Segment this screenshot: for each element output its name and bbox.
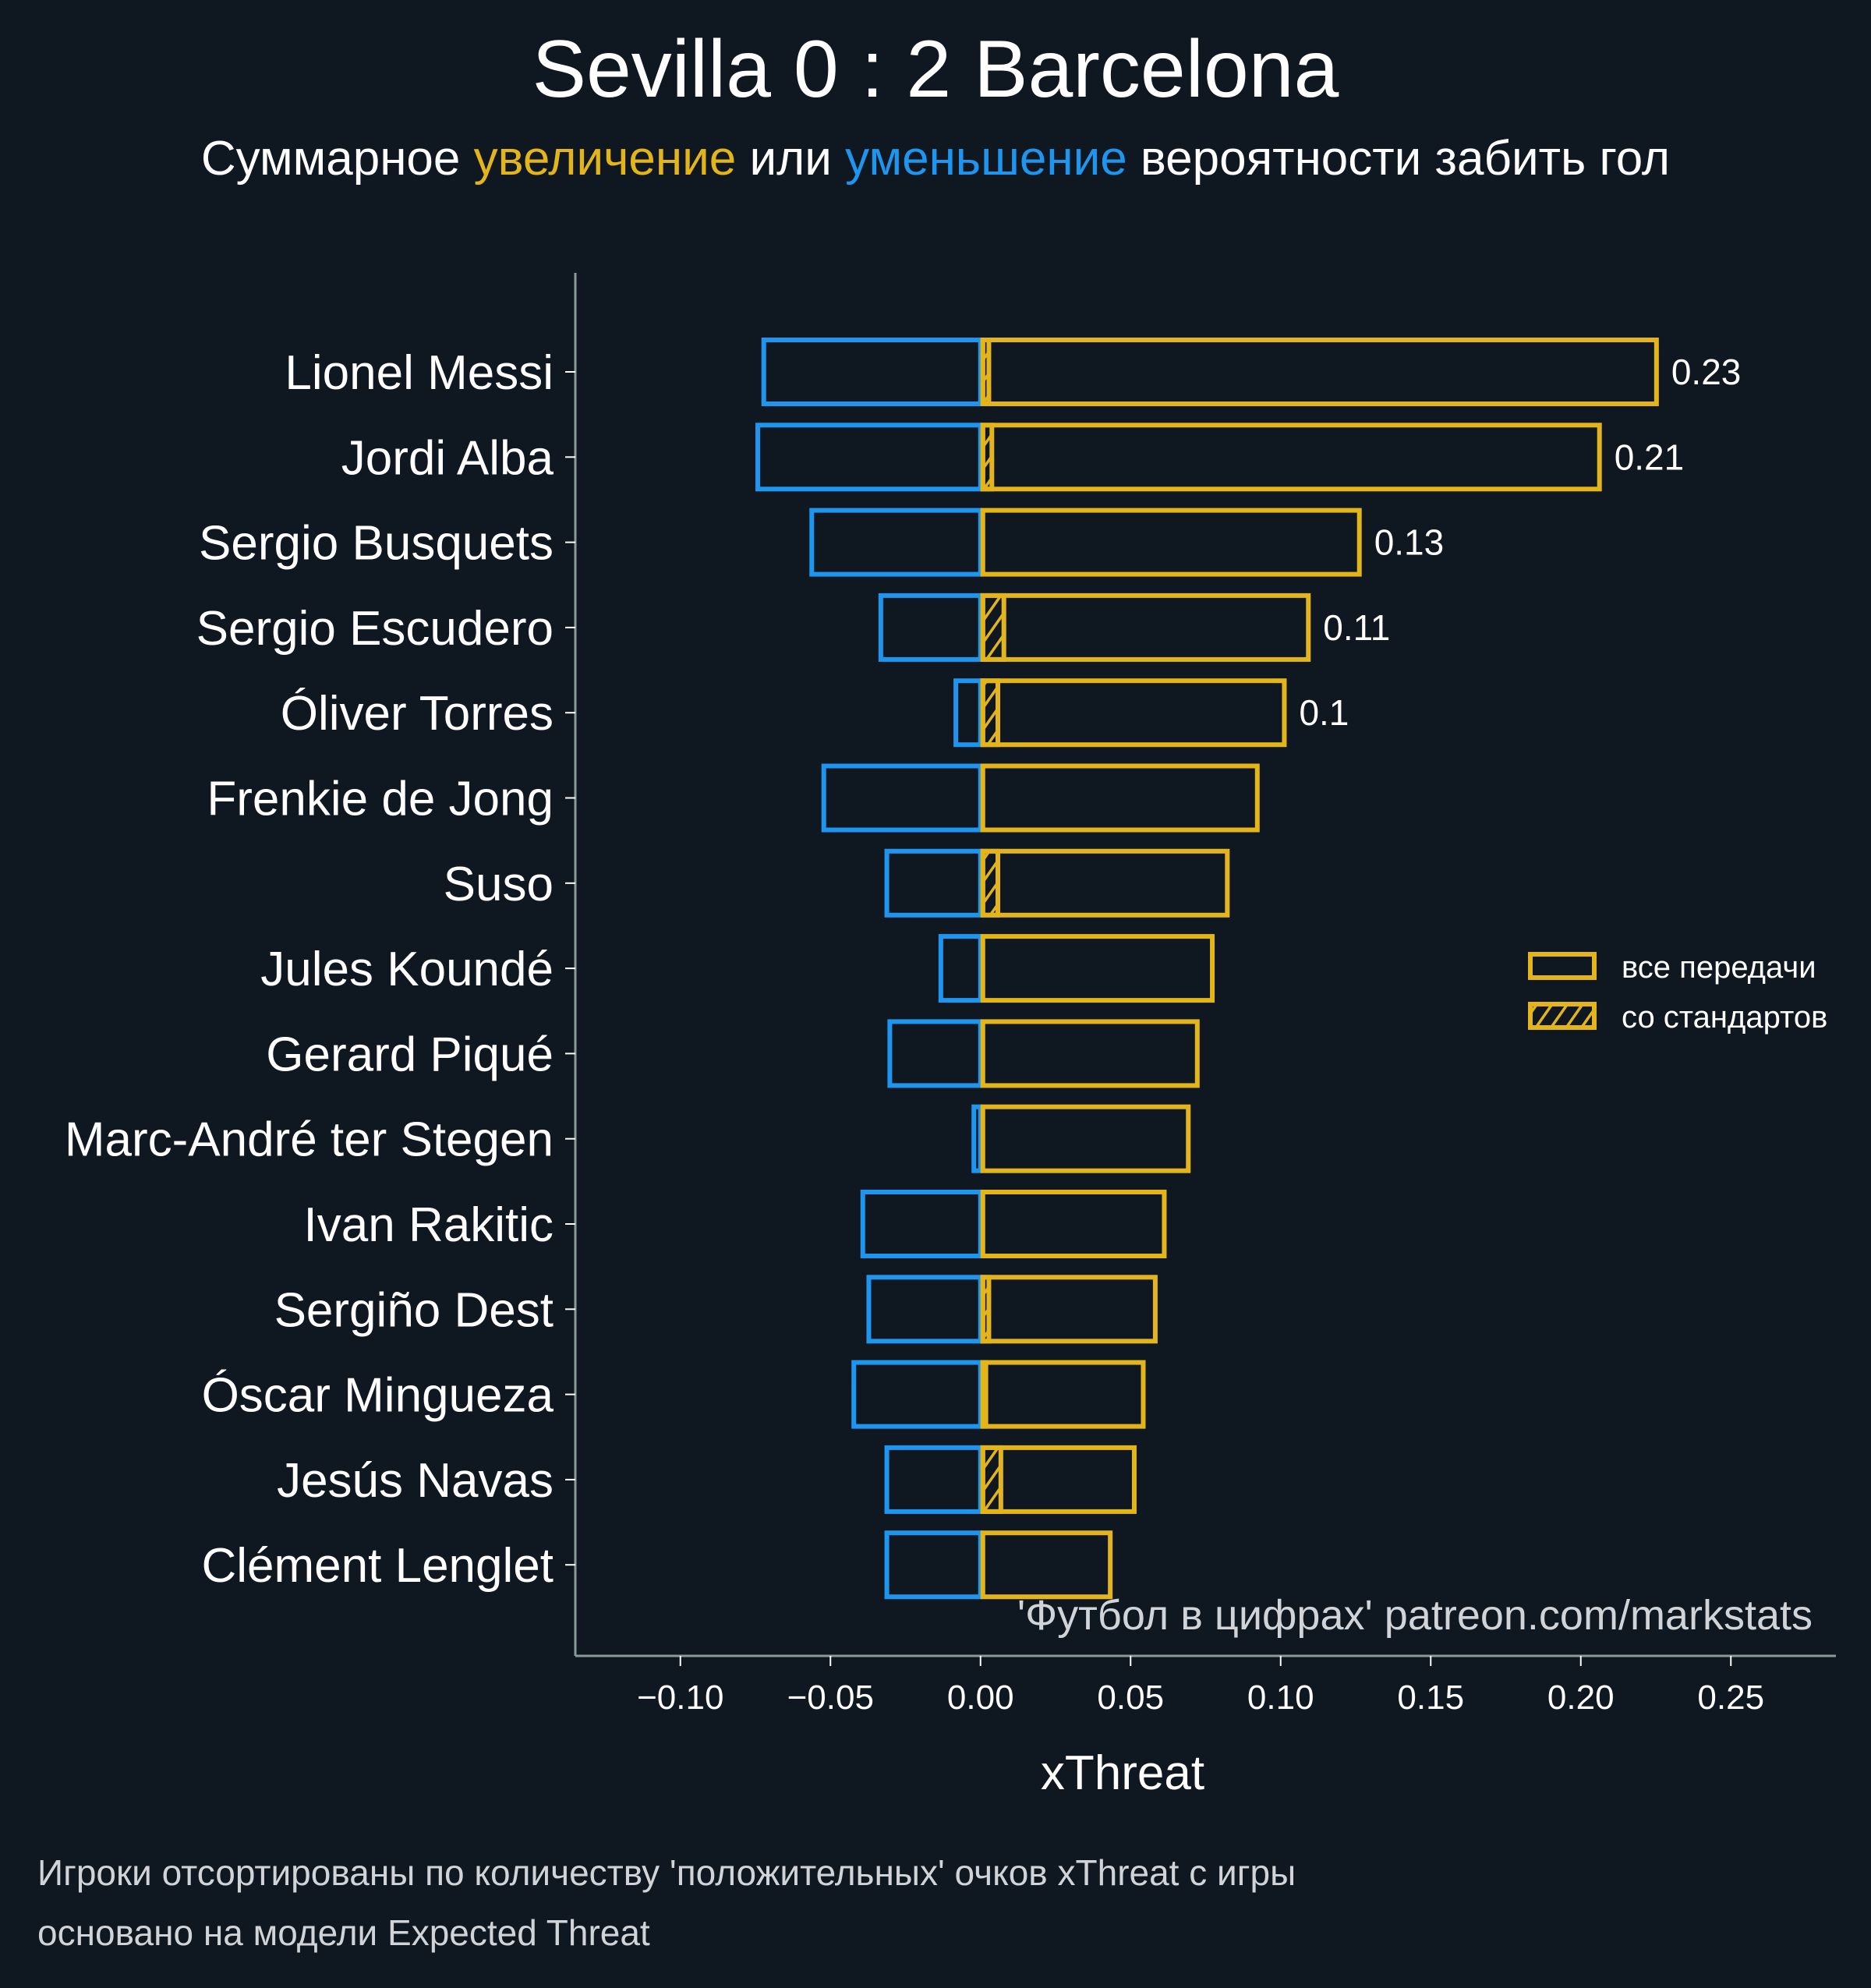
subtitle-increase: увеличение [473,132,737,186]
bar-positive [980,934,1215,1003]
y-tick-label-player: Óliver Torres [281,687,554,741]
x-tick-label: 0.00 [947,1678,1014,1717]
bar-negative [887,1019,983,1088]
y-tick-label-player: Óscar Mingueza [202,1369,554,1423]
bar-value-label: 0.23 [1671,352,1742,392]
bar-positive [980,338,1659,406]
y-tick-label-player: Jesús Navas [277,1454,554,1508]
bar-positive [980,508,1362,577]
y-tick-label-player: Sergiño Dest [274,1283,554,1337]
bar-value-label: 0.13 [1374,522,1445,563]
x-tick-label: 0.05 [1097,1678,1164,1717]
bar-negative [884,1445,983,1514]
x-tick-label: −0.10 [637,1678,723,1717]
bar-negative [971,1104,983,1173]
bar-negative [878,593,983,662]
y-tick-label-player: Sergio Busquets [199,517,554,571]
bar-negative [884,1530,983,1600]
bar-negative [938,934,983,1003]
subtitle-middle: или [736,132,846,186]
x-tick-label: 0.25 [1697,1678,1764,1717]
x-tick-label: 0.20 [1547,1678,1615,1717]
bar-positive [980,678,1287,748]
footer-note-model: основано на модели Expected Threat [37,1912,650,1953]
bar-positive [980,1445,1137,1514]
y-tick-label-player: Ivan Rakitic [304,1198,554,1252]
labels: Lionel Messi 0.23 Jordi Alba 0.21 Sergio Bus… [65,346,1742,1593]
legend-swatch-all-passes [1528,952,1597,980]
y-tick-label-player: Gerard Piqué [266,1028,554,1081]
bar-positive [980,1019,1200,1088]
y-tick-label-player: Marc-André ter Stegen [65,1113,554,1167]
bar-positive [980,593,1311,662]
bar-negative [761,338,983,406]
legend-swatch-set-pieces [1528,1002,1597,1030]
bar-positive [980,848,1230,918]
bar-value-label: 0.21 [1615,437,1685,477]
x-tick-label: 0.10 [1247,1678,1314,1717]
legend: все передачи со стандартов [1528,950,1827,1035]
bar-positive [980,1190,1167,1258]
bar-positive [980,1275,1158,1344]
chart-subtitle: Суммарное увеличение или уменьшение веро… [0,131,1871,186]
y-tick-label-player: Jules Koundé [260,943,554,996]
bar-positive [980,763,1260,833]
bar-negative [884,848,983,918]
y-tick-label-player: Jordi Alba [341,431,554,485]
bar-positive [980,423,1602,492]
y-tick-label-player: Lionel Messi [285,346,554,400]
subtitle-decrease: уменьшение [845,132,1127,186]
bar-negative [866,1275,983,1344]
bar-positive [980,1530,1113,1600]
bar-positive [980,1104,1191,1173]
bar-positive [980,1360,1146,1429]
legend-label-set-pieces: со стандартов [1622,1000,1827,1035]
bar-negative [755,423,983,492]
x-tick-label: 0.15 [1397,1678,1464,1717]
subtitle-prefix: Суммарное [200,132,474,186]
y-tick-label-player: Suso [444,858,554,911]
y-tick-label-player: Sergio Escudero [196,602,554,656]
x-tick-label: −0.05 [787,1678,874,1717]
bar-set-pieces [980,1445,1003,1514]
subtitle-suffix: вероятности забить гол [1126,132,1671,186]
bar-set-pieces [980,593,1006,662]
bar-negative [821,763,983,833]
y-tick-label-player: Frenkie de Jong [207,773,554,826]
bars [755,338,1659,1600]
bar-negative [809,508,983,577]
watermark: 'Футбол в цифрах' patreon.com/markstats [1017,1592,1813,1639]
bar-value-label: 0.1 [1299,692,1349,733]
legend-label-all-passes: все передачи [1622,950,1816,985]
bar-negative [851,1360,983,1429]
x-axis-label: xThreat [1041,1746,1204,1800]
chart-title: Sevilla 0 : 2 Barcelona [532,24,1339,115]
footer-note-sorting: Игроки отсортированы по количеству 'поло… [37,1852,1296,1893]
bar-value-label: 0.11 [1323,607,1390,648]
y-tick-label-player: Clément Lenglet [202,1539,554,1593]
bar-negative [860,1190,983,1258]
axes: −0.10 −0.05 0.00 0.05 0.10 0.15 0.20 0.25 [565,273,1836,1717]
bar-negative [953,678,983,748]
